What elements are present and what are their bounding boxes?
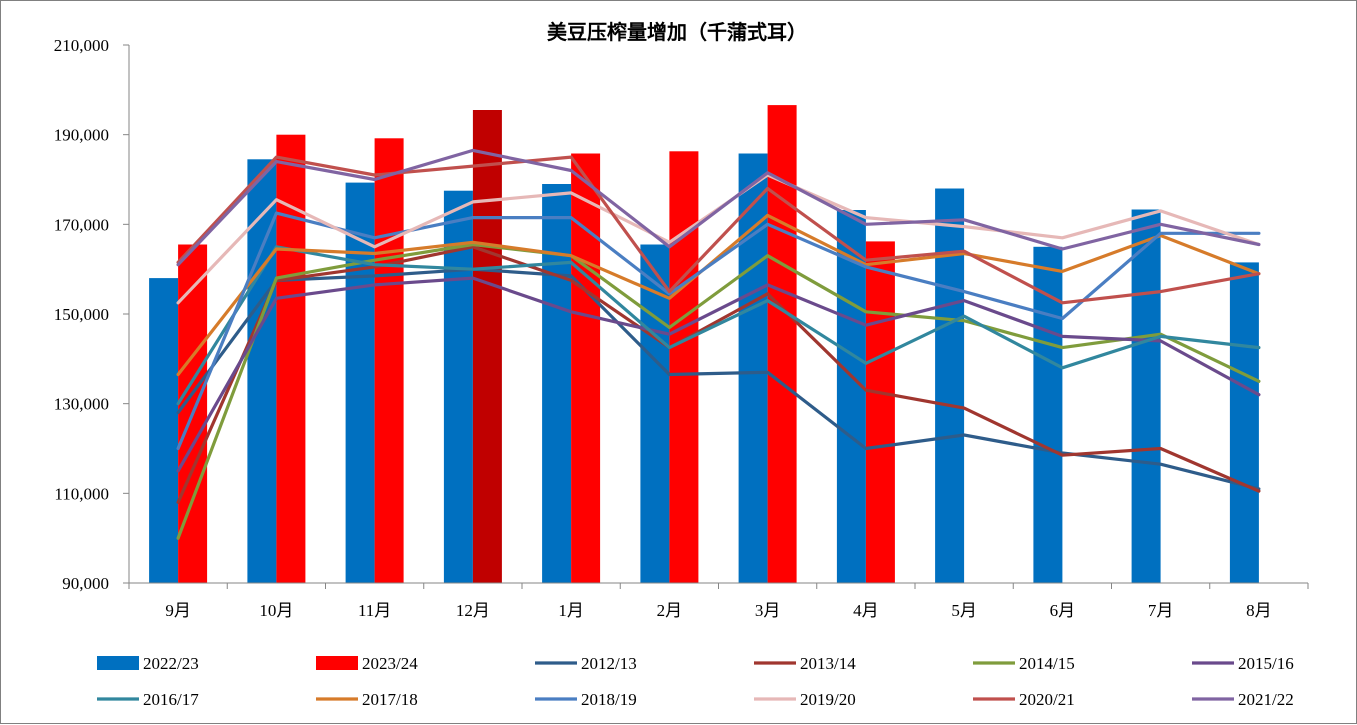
bar-2022-23-6 [640,244,670,583]
x-tick-label: 12月 [456,601,490,620]
x-tick-label: 3月 [755,601,781,620]
legend-item: 2018/19 [535,690,637,709]
line-series-2020-21 [176,155,1261,305]
y-tick-label: 170,000 [54,215,109,234]
x-tick-label: 4月 [853,601,879,620]
legend-label: 2016/17 [143,690,199,709]
legend-item: 2014/15 [973,654,1075,673]
legend-label: 2012/13 [581,654,637,673]
legend-item: 2013/14 [754,654,856,673]
legend-label: 2013/14 [800,654,856,673]
y-tick-label: 110,000 [54,484,109,503]
legend-item: 2016/17 [97,690,199,709]
x-tick-label: 9月 [165,601,191,620]
bar-2023-24-6 [669,151,699,584]
x-tick-label: 2月 [657,601,683,620]
y-tick-label: 150,000 [54,305,109,324]
bar-2022-23-11 [1131,209,1161,583]
legend-item: 2012/13 [535,654,637,673]
plot-area [149,105,1261,584]
bar-2022-23-10 [1033,246,1063,584]
x-tick-label: 7月 [1148,601,1174,620]
bar-2022-23-12 [1229,262,1259,583]
legend-item: 2020/21 [973,690,1075,709]
bar-2022-23-2 [247,159,277,584]
legend-label: 2019/20 [800,690,856,709]
line-series-2021-22 [176,148,1261,267]
legend-item: 2023/24 [316,654,418,673]
bar-2023-24-3 [374,138,404,584]
bar-2023-24-5 [571,153,601,583]
y-tick-label: 190,000 [54,126,109,145]
bar-2022-23-9 [935,188,965,583]
y-tick-label: 90,000 [62,574,109,593]
legend-item: 2022/23 [97,654,199,673]
x-tick-label: 8月 [1246,601,1272,620]
bar-2022-23-8 [836,210,866,583]
bar-2023-24-8 [865,241,895,583]
legend-label: 2014/15 [1019,654,1075,673]
legend-label: 2017/18 [362,690,418,709]
legend-label: 2015/16 [1238,654,1294,673]
bar-2022-23-5 [542,184,572,583]
bar-2022-23-1 [149,278,179,583]
x-tick-label: 11月 [358,601,391,620]
axes: 90,000 110,000 130,000 150,000 170,000 190,00… [54,36,1309,620]
legend-swatch [97,656,139,670]
x-tick-label: 1月 [558,601,584,620]
x-tick-label: 10月 [259,601,293,620]
line-series-2015-16 [176,276,1261,473]
legend: 2022/23 2023/24 2012/13 2013/14 2014/15 2015/… [97,654,1294,709]
y-tick-label: 210,000 [54,36,109,55]
legend-label: 2020/21 [1019,690,1075,709]
legend-item: 2021/22 [1192,690,1294,709]
line-series-2018-19 [176,211,1261,451]
bar-2023-24-4 [472,110,502,583]
bar-2023-24-2 [276,134,306,583]
x-tick-label: 6月 [1050,601,1076,620]
y-tick-label: 130,000 [54,395,109,414]
line-series-2016-17 [176,245,1261,406]
legend-item: 2017/18 [316,690,418,709]
x-tick-label: 5月 [951,601,977,620]
line-series-2017-18 [176,213,1261,377]
legend-item: 2015/16 [1192,654,1294,673]
legend-label: 2021/22 [1238,690,1294,709]
line-series-2012-13 [176,267,1261,491]
bar-2022-23-4 [443,190,473,583]
legend-label: 2023/24 [362,654,418,673]
bar-2022-23-7 [738,153,768,583]
legend-item: 2019/20 [754,690,856,709]
bar-2022-23-3 [345,182,375,583]
legend-label: 2022/23 [143,654,199,673]
chart-title: 美豆压榨量增加（千蒲式耳） [547,20,807,44]
legend-label: 2018/19 [581,690,637,709]
line-series-2013-14 [176,245,1261,504]
legend-swatch [316,656,358,670]
